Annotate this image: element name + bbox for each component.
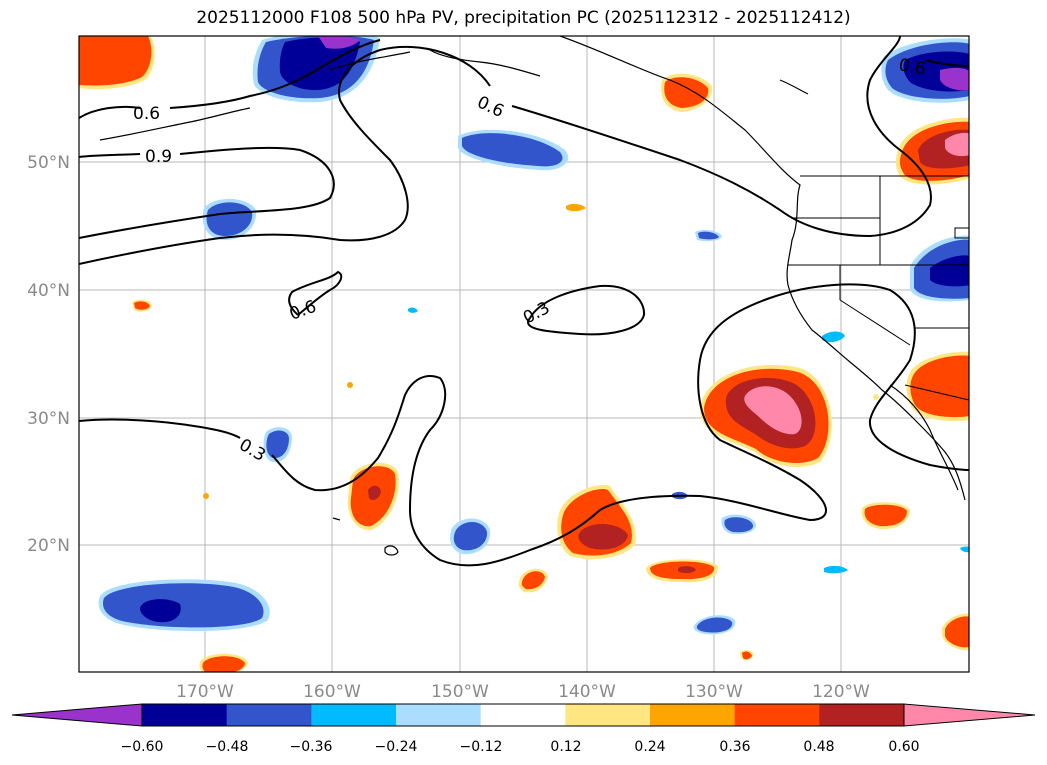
lat-label-50n: 50°N — [27, 153, 70, 173]
lon-label-120w: 120°W — [812, 682, 870, 702]
pv-label-0-6-northeast: 0.6 — [897, 55, 927, 79]
colorbar-segment — [565, 704, 651, 726]
positive-precip-areas — [79, 36, 969, 672]
colorbar-segment — [142, 704, 228, 726]
colorbar-tick-label: −0.24 — [375, 739, 418, 755]
colorbar-tick-label: −0.36 — [290, 739, 333, 755]
map-title: 2025112000 F108 500 hPa PV, precipitatio… — [196, 8, 851, 28]
negative-precip-areas — [98, 36, 969, 635]
country-borders — [788, 175, 969, 401]
colorbar-extend-left — [12, 704, 142, 726]
colorbar-frame — [141, 703, 905, 727]
colorbar-segment — [480, 704, 566, 726]
colorbar-tick-label: 0.60 — [888, 739, 919, 755]
colorbar-segment — [226, 704, 312, 726]
lat-label-20n: 20°N — [27, 536, 70, 556]
colorbar-tick-label: 0.36 — [719, 739, 750, 755]
lon-label-140w: 140°W — [558, 682, 616, 702]
pv-label-0-9: 0.9 — [145, 147, 172, 167]
lon-label-160w: 160°W — [303, 682, 361, 702]
colorbar-segment — [819, 704, 905, 726]
lat-label-40n: 40°N — [27, 281, 70, 301]
colorbar-segment — [650, 704, 736, 726]
colorbar-tick-label: −0.48 — [206, 739, 249, 755]
colorbar-segments — [12, 704, 1035, 726]
colorbar-tick-label: 0.24 — [634, 739, 665, 755]
lon-label-170w: 170°W — [176, 682, 234, 702]
pv-label-0-6-west: 0.6 — [133, 104, 160, 124]
colorbar: −0.60 −0.48 −0.36 −0.24 −0.12 0.12 0.24 … — [11, 703, 1036, 755]
lon-label-130w: 130°W — [685, 682, 743, 702]
colorbar-extend-right — [904, 704, 1035, 726]
colorbar-segment — [734, 704, 820, 726]
lon-label-150w: 150°W — [431, 682, 489, 702]
colorbar-tick-label: −0.60 — [121, 739, 164, 755]
lat-label-30n: 30°N — [27, 409, 70, 429]
colorbar-segment — [311, 704, 397, 726]
pv-contours — [79, 36, 969, 567]
coastlines — [99, 36, 966, 556]
colorbar-tick-label: 0.48 — [803, 739, 834, 755]
colorbar-tick-label: 0.12 — [550, 739, 581, 755]
colorbar-tick-label: −0.12 — [460, 739, 503, 755]
plot-frame — [78, 35, 970, 673]
colorbar-segment — [396, 704, 482, 726]
